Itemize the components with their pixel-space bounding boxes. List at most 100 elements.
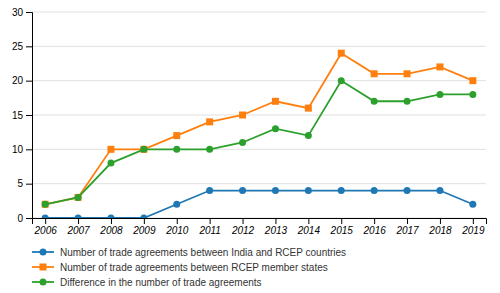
x-tick-label: 2019	[461, 225, 485, 236]
y-tick: 10	[12, 144, 32, 155]
y-tick: 15	[12, 110, 32, 121]
x-tick-label: 2018	[428, 225, 452, 236]
point	[107, 160, 114, 167]
point	[75, 194, 82, 201]
y-tick: 25	[12, 41, 32, 52]
y-tick-label: 25	[12, 41, 24, 52]
point	[42, 201, 49, 208]
x-tick: 2012	[231, 218, 255, 236]
legend-label: Number of trade agreements between RCEP …	[60, 262, 328, 273]
point	[436, 91, 443, 98]
grid-line	[32, 183, 486, 184]
x-tick-mark	[177, 218, 178, 224]
series-line	[45, 191, 473, 218]
y-tick-mark	[26, 218, 32, 219]
legend-marker	[40, 264, 47, 271]
x-tick-mark	[440, 218, 441, 224]
x-axis-line	[33, 219, 487, 225]
x-tick-label: 2010	[165, 225, 189, 236]
point	[371, 98, 378, 105]
point	[404, 98, 411, 105]
y-tick-mark	[26, 81, 32, 82]
legend-item: Difference in the number of trade agreem…	[32, 277, 262, 288]
grid	[32, 12, 486, 218]
y-tick-mark	[26, 12, 32, 13]
x-tick-label: 2017	[395, 225, 419, 236]
x-tick: 2009	[132, 218, 156, 236]
y-tick-mark	[26, 184, 32, 185]
x-tick-label: 2012	[231, 225, 255, 236]
point	[338, 187, 345, 194]
point	[338, 50, 345, 57]
chart: 2006200720082009201020112012201320142015…	[0, 0, 500, 293]
x-tick-mark	[111, 218, 112, 224]
x-tick-label: 2009	[132, 225, 156, 236]
x-tick: 2016	[363, 218, 387, 236]
legend-label: Difference in the number of trade agreem…	[60, 277, 262, 288]
point	[469, 91, 476, 98]
y-axis-line	[26, 13, 33, 219]
y-tick-label: 0	[17, 213, 23, 224]
point	[305, 105, 312, 112]
x-tick: 2006	[34, 218, 58, 236]
plot-area	[42, 50, 477, 218]
x-tick: 2017	[395, 218, 419, 236]
y-tick-label: 10	[12, 144, 24, 155]
point	[173, 146, 180, 153]
x-tick: 2019	[461, 218, 485, 236]
y-tick-label: 30	[12, 7, 24, 18]
x-tick: 2013	[264, 218, 288, 236]
point	[305, 187, 312, 194]
y-axis: 0 5 10 15 20 25 30	[12, 7, 33, 224]
x-tick-mark	[473, 218, 474, 224]
x-tick-mark	[45, 218, 46, 224]
x-tick-label: 2015	[330, 225, 354, 236]
legend-label: Number of trade agreements between India…	[60, 247, 346, 258]
x-tick-label: 2016	[363, 225, 387, 236]
x-tick: 2010	[165, 218, 189, 236]
y-tick-mark	[26, 149, 32, 150]
point	[371, 70, 378, 77]
x-tick-label: 2007	[66, 225, 90, 236]
point	[469, 77, 476, 84]
point	[436, 63, 443, 70]
x-tick-mark	[144, 218, 145, 224]
x-axis: 2006 2007 2008 2009 2010 2011 2012 2013 2014 2015…	[33, 218, 487, 236]
point	[469, 201, 476, 208]
x-tick: 2011	[198, 218, 221, 236]
x-tick-mark	[275, 218, 276, 224]
x-tick-mark	[374, 218, 375, 224]
x-tick: 2015	[330, 218, 354, 236]
x-tick: 2007	[66, 218, 90, 236]
point	[305, 132, 312, 139]
y-tick: 0	[17, 213, 32, 224]
point	[140, 215, 147, 219]
y-tick-label: 15	[12, 110, 24, 121]
point	[436, 187, 443, 194]
grid-line	[32, 149, 486, 150]
point	[272, 125, 279, 132]
point	[404, 187, 411, 194]
point	[173, 201, 180, 208]
point	[75, 215, 82, 219]
point	[272, 98, 279, 105]
series-line	[45, 53, 473, 204]
point	[239, 139, 246, 146]
x-tick-mark	[210, 218, 211, 224]
y-tick-label: 20	[12, 75, 24, 86]
y-tick: 20	[12, 75, 32, 86]
point	[272, 187, 279, 194]
grid-line	[32, 46, 486, 47]
point	[42, 201, 49, 208]
x-tick-mark	[341, 218, 342, 224]
y-tick-label: 5	[17, 178, 23, 189]
x-tick-label: 2013	[264, 225, 288, 236]
series	[42, 77, 477, 208]
x-tick-label: 2008	[99, 225, 123, 236]
x-tick-mark	[308, 218, 309, 224]
point	[42, 215, 49, 219]
x-tick: 2014	[297, 218, 321, 236]
grid-line	[32, 80, 486, 81]
legend-item: Number of trade agreements between India…	[32, 247, 346, 258]
point	[404, 70, 411, 77]
